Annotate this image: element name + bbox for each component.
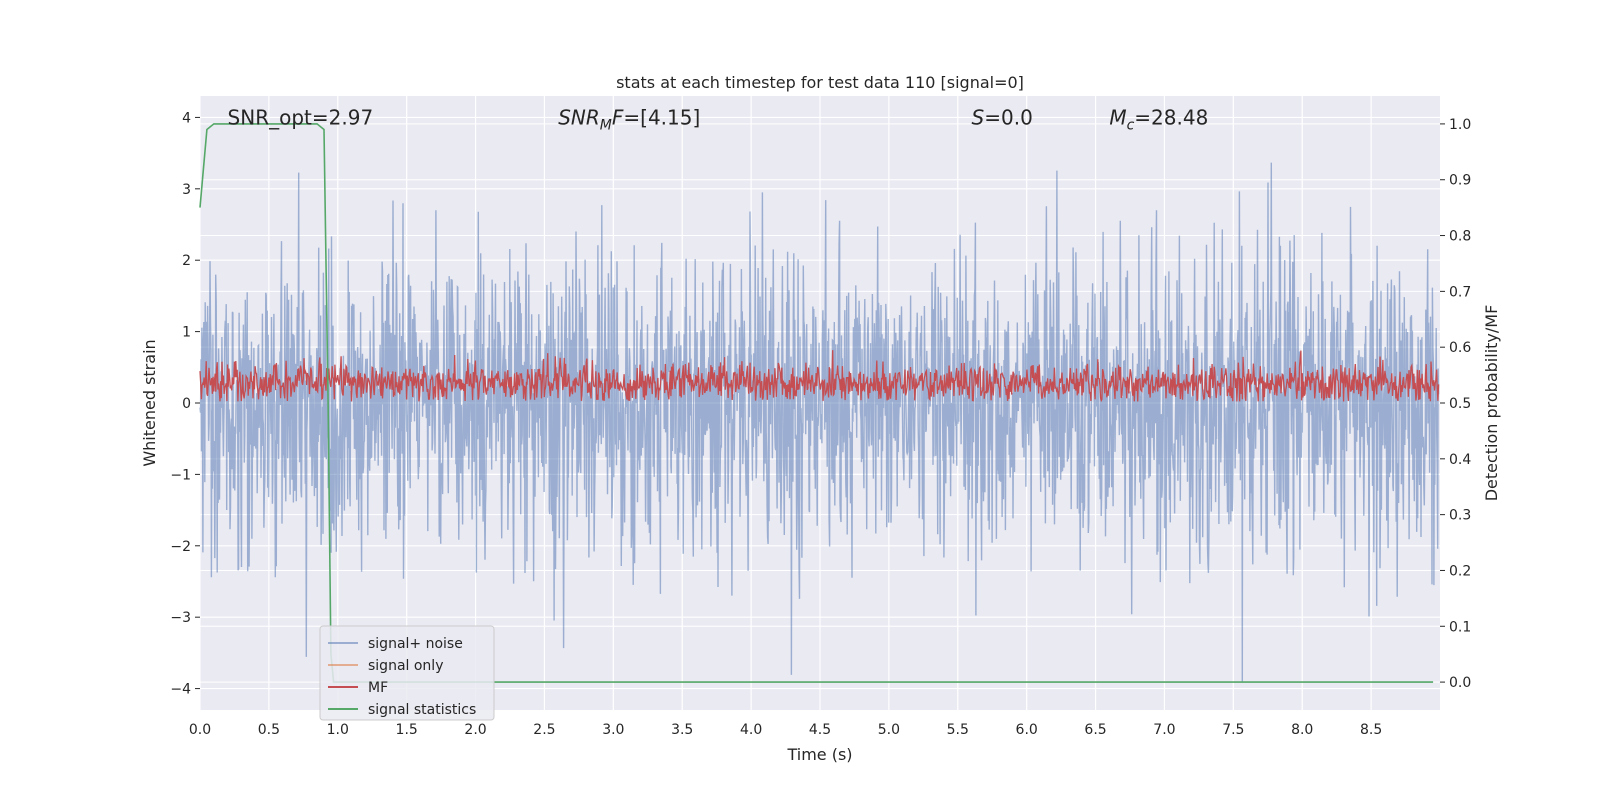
y-axis-right-label: Detection probability/MF [1482,305,1501,502]
y-tick-label: 3 [182,182,191,198]
x-tick-label: 4.5 [809,722,831,738]
y-right-tick-label: 0.0 [1449,675,1471,691]
legend-label: signal statistics [368,702,476,718]
y-tick-label: −1 [170,467,191,483]
x-tick-label: 6.0 [1016,722,1038,738]
legend-label: signal+ noise [368,636,463,652]
y-tick-label: −3 [170,610,191,626]
x-tick-label: 2.5 [533,722,555,738]
legend-label: signal only [368,658,443,674]
y-right-tick-label: 0.1 [1449,619,1471,635]
y-tick-label: 1 [182,325,191,341]
x-tick-label: 5.5 [947,722,969,738]
x-tick-label: 8.5 [1360,722,1382,738]
x-tick-label: 0.5 [258,722,280,738]
chart-title: stats at each timestep for test data 110… [616,73,1024,92]
y-axis-label: Whitened strain [140,339,159,466]
y-right-tick-label: 0.2 [1449,563,1471,579]
x-tick-label: 4.0 [740,722,762,738]
legend-box [319,625,495,721]
y-right-tick-label: 0.6 [1449,340,1471,356]
y-tick-label: −2 [170,539,191,555]
annotation-mc-value: Mc=28.48 [1109,105,1208,133]
y-right-tick-label: 0.3 [1449,508,1471,524]
x-tick-label: 6.5 [1084,722,1106,738]
x-tick-label: 5.0 [878,722,900,738]
annotations: SNR_opt=2.97 SNRMF=[4.15] S=0.0 Mc=28.48 [228,105,1209,133]
x-tick-label: 8.0 [1291,722,1313,738]
x-tick-label: 7.0 [1153,722,1175,738]
y-tick-label: 4 [182,110,191,126]
y-right-tick-label: 0.4 [1449,452,1471,468]
annotation-s-value: S=0.0 [972,105,1033,129]
x-axis-label: Time (s) [786,745,852,764]
x-tick-label: 1.0 [327,722,349,738]
y-tick-label: 0 [182,396,191,412]
series-signal-statistics [199,123,1434,683]
series-mf [199,350,1440,403]
y-right-tick-label: 0.5 [1449,396,1471,412]
y-right-tick-label: 0.9 [1449,173,1471,189]
x-tick-label: 7.5 [1222,722,1244,738]
legend: signal+ noise signal only MF signal statist… [319,625,495,721]
annotation-snr-opt: SNR_opt=2.97 [228,105,374,129]
y-tick-label: −4 [170,682,191,698]
y-right-tick-label: 0.8 [1449,229,1471,245]
x-tick-label: 2.0 [464,722,486,738]
y-tick-label: 2 [182,253,191,269]
series-signal-noise [199,162,1440,683]
x-tick-label: 3.5 [671,722,693,738]
axes: 0.0 0.5 1.0 1.5 2.0 2.5 3.0 3.5 4.0 4.5 5.0 5.5 6.0 6… [170,110,1471,738]
plot-area [199,123,1440,683]
x-tick-label: 3.0 [602,722,624,738]
x-tick-label: 1.5 [396,722,418,738]
annotation-snr-mf: SNRMF=[4.15] [558,105,700,133]
y-right-tick-label: 0.7 [1449,284,1471,300]
y-right-tick-label: 1.0 [1449,117,1471,133]
legend-label: MF [368,680,388,696]
x-tick-label: 0.0 [189,722,211,738]
